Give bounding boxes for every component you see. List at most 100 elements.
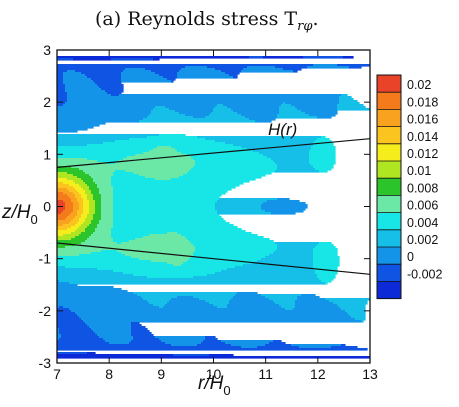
contour-cell [81,194,88,197]
contour-cell [187,154,264,157]
contour-cell [121,78,168,81]
contour-cell [107,162,116,165]
contour-cell [233,76,238,79]
contour-cell [235,266,314,269]
contour-cell [57,324,88,327]
contour-cell [65,246,196,249]
contour-cell [115,170,126,173]
contour-cell [229,74,238,77]
contour-cell [149,150,178,153]
contour-cell [143,118,250,121]
contour-cell [129,138,206,141]
contour-cell [143,298,172,301]
contour-cell [197,136,322,139]
contour-cell [179,176,262,179]
contour-cell [139,258,190,261]
contour-cell [247,66,276,69]
contour-cell [95,182,112,185]
contour-cell [309,162,336,165]
contour-cell [69,308,286,311]
contour-cell [185,114,210,117]
contour-cell [73,218,80,221]
contour-cell [57,188,68,191]
contour-cell [63,192,74,195]
contour-cell [57,264,174,267]
title-end: . [312,8,319,30]
contour-cell [101,196,114,199]
contour-cell [311,148,336,151]
contour-cell [113,186,236,189]
contour-cell [93,198,102,201]
contour-cell [57,272,124,275]
contour-cell [273,160,310,163]
contour-cell [133,274,208,277]
contour-cell [113,214,220,217]
contour-cell [195,160,274,163]
contour-cell [155,72,178,75]
contour-cell [71,232,82,235]
contour-cell [57,298,144,301]
contour-cell [315,270,338,273]
contour-cell [211,112,238,115]
contour-cell [101,208,114,211]
contour-cell [297,108,338,111]
contour-cell [57,140,116,143]
contour-cell [65,202,74,205]
contour-cell [67,172,86,175]
contour-cell [187,172,272,175]
contour-cell [185,66,208,69]
contour-cell [57,326,90,329]
contour-cell [237,112,280,115]
contour-cell [57,354,174,357]
contour-cell [119,160,196,163]
contour-cell [279,106,296,109]
contour-cell [257,346,300,349]
contour-cell [229,300,274,303]
contour-cell [57,182,64,185]
contour-cell [73,186,82,189]
contour-cell [189,240,274,243]
y-tick-label: 2 [43,94,51,110]
contour-cell [79,226,88,229]
contour-cell [57,328,60,331]
contour-cell [77,228,86,231]
y-tick-label: -2 [39,303,52,319]
contour-cell [117,250,196,253]
contour-cell [101,204,114,207]
contour-cell [63,74,86,77]
contour-cell [189,170,276,173]
contour-cell [57,304,154,307]
contour-cell [81,242,118,245]
contour-cell [345,310,366,313]
contour-cell [315,246,336,249]
contour-cell [313,254,338,257]
contour-cell [337,64,370,67]
contour-cell [231,298,270,301]
contour-cell [337,104,364,107]
contour-cell [205,336,216,339]
contour-cell [101,212,114,215]
colorbar-label: 0.002 [407,233,438,247]
contour-cell [75,182,86,185]
contour-cell [57,296,142,299]
contour-cell [151,70,180,73]
contour-cell [149,234,182,237]
contour-cell [97,184,112,187]
contour-cell [215,204,262,207]
contour-cell [87,196,94,199]
contour-cell [75,194,82,197]
contour-cell [79,220,86,223]
contour-cell [81,232,94,235]
contour-cell [91,192,100,195]
colorbar-label: -0.002 [407,267,442,281]
contour-cell [57,254,80,257]
contour-cell [95,208,102,211]
contour-cell [89,210,96,213]
contour-cell [279,112,306,115]
contour-cell [71,238,88,241]
contour-cell [57,116,148,119]
contour-cell [191,168,278,171]
contour-cell [339,96,352,99]
contour-cell [181,68,216,71]
